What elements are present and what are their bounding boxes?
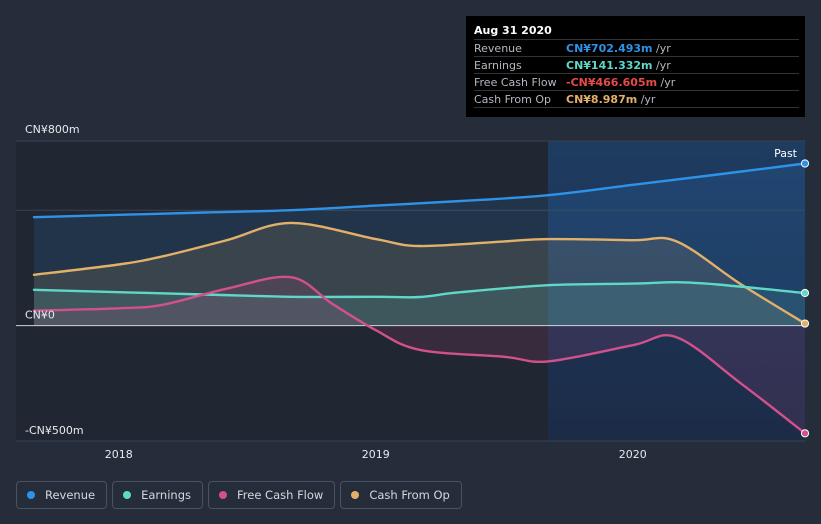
- x-tick-label: 2020: [619, 448, 647, 461]
- tooltip-date: Aug 31 2020: [474, 24, 552, 37]
- earnings-end-marker: [800, 288, 810, 298]
- y-axis-labels: CN¥800m CN¥0 -CN¥500m: [25, 123, 84, 437]
- tooltip-value: CN¥8.987m /yr: [566, 93, 656, 106]
- legend-label: Cash From Op: [369, 488, 450, 502]
- earnings-area: [34, 282, 805, 326]
- tooltip-label: Earnings: [474, 59, 522, 72]
- past-label: Past: [774, 147, 798, 160]
- revenue-area: [34, 163, 805, 326]
- x-axis-labels: 2018 2019 2020: [105, 448, 647, 461]
- x-tick-label: 2018: [105, 448, 133, 461]
- tooltip-label: Cash From Op: [474, 93, 552, 106]
- free-cash-flow-area: [34, 276, 805, 434]
- cash-from-op-line: [32, 221, 807, 325]
- cash-from-op-area: [34, 222, 805, 326]
- revenue-dot-icon: [27, 491, 35, 499]
- tooltip-label: Free Cash Flow: [474, 76, 557, 89]
- tooltip-value: CN¥141.332m /yr: [566, 59, 671, 72]
- legend-item-free-cash-flow[interactable]: Free Cash Flow: [208, 481, 336, 509]
- tooltip-label: Revenue: [474, 42, 522, 55]
- y-tick-label: CN¥0: [25, 309, 55, 322]
- earnings-line: [32, 280, 807, 299]
- cash-from-op-end-marker: [800, 319, 810, 328]
- legend-item-earnings[interactable]: Earnings: [112, 481, 203, 509]
- free-cash-flow-line: [32, 275, 807, 435]
- free-cash-flow-end-marker: [800, 429, 810, 438]
- series-areas: [34, 163, 805, 434]
- y-tick-label: -CN¥500m: [25, 424, 84, 437]
- series-lines: [32, 162, 807, 435]
- revenue-end-marker: [800, 159, 810, 168]
- tooltip-row-cash-from-op: Cash From Op CN¥8.987m /yr: [474, 90, 799, 108]
- x-tick-label: 2019: [362, 448, 390, 461]
- grid-lines: [16, 140, 805, 442]
- legend-label: Revenue: [45, 488, 96, 502]
- tooltip-value: -CN¥466.605m /yr: [566, 76, 676, 89]
- legend-label: Earnings: [141, 488, 191, 502]
- free-cash-flow-dot-icon: [219, 491, 227, 499]
- tooltip-row-revenue: Revenue CN¥702.493m /yr: [474, 39, 799, 56]
- tooltip-row-earnings: Earnings CN¥141.332m /yr: [474, 56, 799, 73]
- legend-item-cash-from-op[interactable]: Cash From Op: [340, 481, 462, 509]
- cash-from-op-dot-icon: [351, 491, 360, 499]
- legend-item-revenue[interactable]: Revenue: [16, 481, 108, 509]
- tooltip-row-free-cash-flow: Free Cash Flow -CN¥466.605m /yr: [474, 73, 799, 90]
- y-tick-label: CN¥800m: [25, 123, 80, 136]
- legend-label: Free Cash Flow: [237, 488, 324, 502]
- revenue-line: [32, 162, 807, 219]
- tooltip-value: CN¥702.493m /yr: [566, 42, 671, 55]
- legend: Revenue Earnings Free Cash Flow Cash Fro…: [16, 481, 462, 509]
- tooltip: Aug 31 2020 Revenue CN¥702.493m /yr Earn…: [466, 16, 805, 117]
- earnings-dot-icon: [123, 491, 132, 499]
- series-endpoints: [800, 159, 810, 438]
